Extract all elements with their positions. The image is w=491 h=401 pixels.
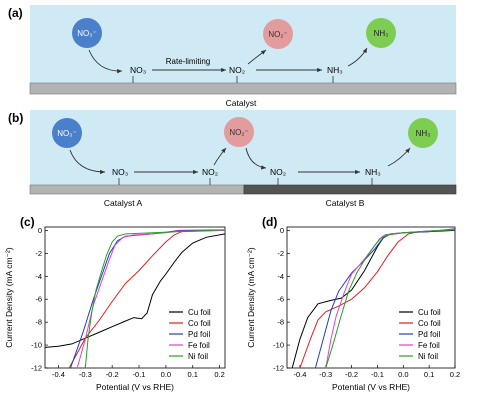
no3-intermediate: NO₃: [130, 65, 146, 75]
ammonia-desorption-arrow: [347, 47, 368, 67]
panel-a: (a) NO₃⁻ NO₂⁻ NH₃ NO₃ Rate-limiting NO₂ …: [8, 5, 457, 108]
nitrite-node-label: NO₂⁻: [268, 30, 287, 39]
nitrite-release-arrow: [213, 147, 227, 166]
x-tick-label: -0.4: [52, 370, 65, 379]
adsorption-arrow-b: [69, 149, 106, 175]
catalyst-a-bar: [29, 184, 245, 195]
legend-label-cu-foil: Cu foil: [188, 308, 211, 317]
y-tick-label: 0: [280, 226, 284, 235]
legend-label-fe-foil: Fe foil: [188, 341, 210, 350]
y-tick-label: -12: [273, 364, 284, 373]
legend-label-co-foil: Co foil: [188, 319, 211, 328]
x-tick-label: -0.3: [79, 370, 92, 379]
panel-a-background: [30, 5, 456, 94]
legend-label-co-foil: Co foil: [418, 319, 441, 328]
legend-label-ni-foil: Ni foil: [188, 352, 208, 361]
ammonia-node-label: NH₃: [374, 29, 389, 38]
y-tick-label: -10: [31, 341, 42, 350]
nh3-intermediate-b: NH₃: [365, 167, 381, 177]
x-axis-label: Potential (V vs RHE): [96, 382, 174, 392]
series-line-cu-foil: [45, 233, 225, 348]
y-tick-label: -10: [273, 341, 284, 350]
x-tick-label: -0.1: [133, 370, 146, 379]
catalyst-label: Catalyst: [226, 98, 257, 108]
ammonia-node-b-label: NH₃: [416, 129, 431, 138]
x-tick-label: 0.1: [188, 370, 198, 379]
nitrite-node: [263, 19, 293, 49]
no2-intermediate-a: NO₂: [202, 167, 218, 177]
adsorption-arrow: [88, 49, 123, 74]
legend-label-cu-foil: Cu foil: [418, 308, 441, 317]
panel-label: (c): [20, 215, 35, 229]
nitrite-desorption-arrow: [247, 49, 267, 65]
x-tick-label: 0.2: [214, 370, 224, 379]
x-tick-label: -0.3: [319, 370, 332, 379]
nitrate-node: [72, 18, 102, 48]
ammonia-release-arrow-b: [387, 147, 411, 167]
legend-label-fe-foil: Fe foil: [418, 341, 440, 350]
y-tick-label: -12: [31, 364, 42, 373]
series-line-co-foil: [68, 229, 225, 368]
y-tick-label: -8: [277, 318, 284, 327]
x-tick-label: -0.2: [106, 370, 119, 379]
series-line-ni-foil: [84, 229, 225, 368]
nitrate-node-label: NO₃⁻: [77, 29, 96, 38]
y-tick-label: -6: [277, 295, 284, 304]
y-tick-label: 0: [38, 226, 42, 235]
nitrite-transfer-arrow: [245, 147, 267, 170]
panel-a-label: (a): [8, 6, 23, 20]
y-tick-label: -2: [277, 249, 284, 258]
y-axis-label: Current Density (mA cm⁻²): [246, 247, 256, 348]
y-tick-label: -2: [35, 249, 42, 258]
y-tick-label: -4: [35, 272, 42, 281]
x-tick-label: 0.2: [450, 370, 460, 379]
ammonia-node: [366, 18, 396, 48]
nitrite-node-b: [224, 117, 254, 147]
chart-d: (d) -0.4 -0.3 -0.2 -0.1 0.0 0.1 0.2 0 -2 -4 -6 -8 -10…: [246, 215, 460, 392]
legend-label-pd-foil: Pd foil: [418, 330, 440, 339]
no2-intermediate: NO₂: [229, 65, 245, 75]
catalyst-b-bar: [243, 184, 457, 195]
chart-c: (c) -0.4 -0.3 -0.2 -0.1 0.0 0.1 0.2 0 -2 -4 -6 -8 -10…: [4, 215, 226, 392]
catalyst-bar: [29, 82, 457, 95]
plot-frame: [286, 226, 456, 369]
x-tick-label: -0.1: [371, 370, 384, 379]
legend-label-ni-foil: Ni foil: [418, 352, 438, 361]
panel-b: (b) NO₃⁻ NO₂⁻ NH₃ NO₃ NO₂ NO₂ NH₃ Cataly…: [8, 110, 457, 208]
plot-frame: [44, 226, 226, 369]
nitrate-node-b-label: NO₃⁻: [57, 129, 76, 138]
catalyst-b-label: Catalyst B: [326, 198, 365, 208]
series-line-co-foil: [299, 229, 455, 368]
legend-label-pd-foil: Pd foil: [188, 330, 210, 339]
catalyst-a-label: Catalyst A: [104, 198, 143, 208]
y-tick-label: -8: [35, 318, 42, 327]
rate-limiting-label: Rate-limiting: [166, 57, 210, 66]
x-tick-label: -0.2: [345, 370, 358, 379]
nitrate-node-b: [52, 118, 82, 148]
nh3-intermediate: NH₃: [327, 65, 343, 75]
y-tick-label: -6: [35, 295, 42, 304]
ammonia-node-b: [408, 118, 438, 148]
x-axis-label: Potential (V vs RHE): [332, 382, 410, 392]
no3-intermediate-b: NO₃: [112, 167, 128, 177]
nitrite-node-b-label: NO₂⁻: [229, 128, 248, 137]
no2-intermediate-b: NO₂: [270, 167, 286, 177]
x-tick-label: 0.0: [398, 370, 408, 379]
series-line-ni-foil: [325, 229, 455, 368]
x-tick-label: -0.4: [293, 370, 306, 379]
panel-b-label: (b): [8, 111, 23, 125]
panel-label: (d): [262, 215, 277, 229]
x-tick-label: 0.1: [424, 370, 434, 379]
x-tick-label: 0.0: [161, 370, 171, 379]
y-tick-label: -4: [277, 272, 284, 281]
y-axis-label: Current Density (mA cm⁻²): [4, 247, 14, 348]
